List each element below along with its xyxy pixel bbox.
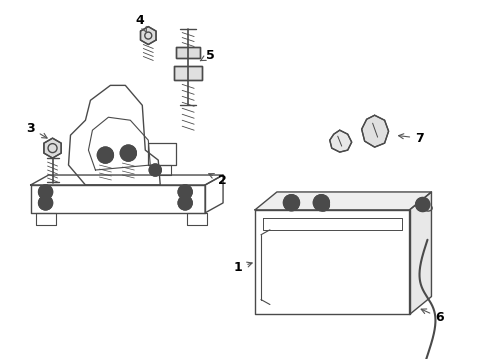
Text: 5: 5 bbox=[200, 49, 214, 62]
Polygon shape bbox=[176, 46, 200, 58]
Circle shape bbox=[39, 185, 52, 199]
Circle shape bbox=[415, 198, 429, 211]
Text: 6: 6 bbox=[420, 309, 443, 324]
Text: 1: 1 bbox=[233, 261, 252, 274]
Circle shape bbox=[120, 145, 136, 161]
Circle shape bbox=[39, 196, 52, 210]
Polygon shape bbox=[140, 27, 156, 45]
Circle shape bbox=[97, 147, 113, 163]
Circle shape bbox=[318, 200, 324, 206]
Polygon shape bbox=[174, 67, 202, 80]
Circle shape bbox=[149, 164, 161, 176]
Circle shape bbox=[178, 196, 192, 210]
Circle shape bbox=[313, 195, 329, 211]
Polygon shape bbox=[254, 210, 408, 315]
Circle shape bbox=[283, 195, 299, 211]
Circle shape bbox=[178, 185, 192, 199]
Text: 2: 2 bbox=[208, 174, 226, 186]
Polygon shape bbox=[254, 192, 430, 210]
Text: 4: 4 bbox=[136, 14, 146, 32]
Circle shape bbox=[288, 200, 294, 206]
Text: 7: 7 bbox=[398, 132, 423, 145]
Circle shape bbox=[317, 199, 329, 211]
Polygon shape bbox=[68, 85, 160, 185]
Polygon shape bbox=[329, 130, 351, 152]
Polygon shape bbox=[44, 138, 61, 158]
Polygon shape bbox=[361, 115, 388, 147]
Polygon shape bbox=[31, 185, 204, 213]
Polygon shape bbox=[408, 192, 430, 315]
Text: 3: 3 bbox=[26, 122, 47, 138]
